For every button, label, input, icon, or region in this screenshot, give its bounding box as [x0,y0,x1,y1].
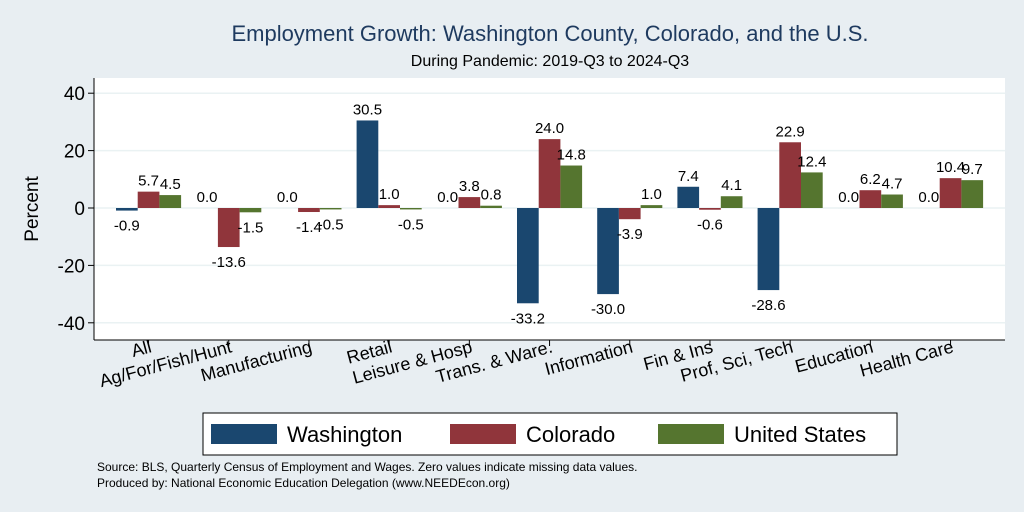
bar-colorado [779,142,801,208]
data-label: 0.0 [918,189,939,206]
data-label: 12.4 [797,153,826,170]
y-tick-label: 0 [74,199,85,220]
bar-colorado [137,191,160,208]
bar-washington [517,208,539,304]
bar-united-states [560,165,583,208]
data-label: -0.5 [318,216,344,233]
bar-united-states [400,208,422,210]
bar-united-states [480,205,502,208]
y-tick-label: 20 [64,142,85,163]
bar-washington [356,120,379,208]
legend-swatch [211,424,277,444]
bar-washington [757,208,780,291]
bar-colorado [378,205,400,208]
bar-united-states [720,196,743,208]
bar-colorado [538,139,561,208]
data-label: 1.0 [379,186,400,203]
data-labels: -0.95.7 4.50.0-13.6-1.50.0-1.4-0.530.51.0… [114,101,983,327]
bar-united-states [239,208,262,213]
y-tick-label: -40 [58,314,85,335]
data-label: 4.7 [882,176,903,193]
data-label: -0.9 [114,218,140,235]
data-label: -28.6 [751,297,785,314]
data-label: 4.1 [721,177,742,194]
data-label: -30.0 [591,301,625,318]
bars [116,120,984,304]
legend-label: United States [734,422,866,447]
bar-united-states [801,172,823,208]
data-label: -33.2 [511,310,545,327]
bar-colorado [618,208,641,220]
bar-colorado [217,208,240,248]
data-label: -0.6 [697,217,723,234]
data-label: -0.5 [398,216,424,233]
legend-label: Washington [287,422,402,447]
y-tick-label: -20 [58,256,85,277]
y-tick-label: 40 [64,84,85,105]
data-label: 30.5 [353,101,382,118]
data-label: -3.9 [617,226,643,243]
bar-washington [597,208,619,295]
data-label: 0.8 [481,187,502,204]
y-axis: -40 -20 0 20 40 [58,78,95,340]
data-label: 24.0 [535,120,564,137]
data-label: -1.5 [238,219,264,236]
data-label: 3.8 [459,178,480,195]
footer-source: Source: BLS, Quarterly Census of Employm… [97,460,637,474]
bar-united-states [961,180,984,208]
data-label: 22.9 [776,123,805,140]
data-label: -1.4 [296,219,322,236]
chart-subtitle: During Pandemic: 2019-Q3 to 2024-Q3 [411,53,689,70]
legend-swatch [658,424,724,444]
bar-colorado [939,178,962,208]
data-label: 0.0 [437,189,458,206]
legend-swatch [450,424,516,444]
bar-united-states [881,194,903,208]
data-label: 10.4 [936,159,965,176]
bar-united-states [319,208,342,210]
data-label: 7.4 [678,168,699,185]
data-label: -13.6 [212,254,246,271]
legend-box [202,412,898,456]
x-tick-label: Information [543,337,635,380]
x-tick-label: Health Care [858,337,956,381]
bar-washington [116,208,138,211]
data-label: 14.8 [557,147,586,164]
bar-washington [677,186,700,208]
bar-colorado [458,197,481,208]
data-label: 9.7 [962,161,983,178]
bar-united-states [159,195,182,208]
data-label: 4.5 [160,176,181,193]
legend-label: Colorado [526,422,615,447]
bar-united-states [640,205,663,208]
y-axis-label: Percent [22,176,43,242]
legend: Washington Colorado United States [202,412,898,456]
data-label: 0.0 [197,189,218,206]
data-label: 1.0 [641,186,662,203]
bar-colorado [699,208,721,210]
footer-produced-by: Produced by: National Economic Education… [97,476,510,490]
bar-colorado [298,208,320,213]
chart-title: Employment Growth: Washington County, Co… [231,21,868,46]
data-label: 0.0 [277,189,298,206]
data-label: 6.2 [860,171,881,188]
bar-colorado [859,190,882,208]
data-label: 5.7 [138,173,159,190]
data-label: 0.0 [838,189,859,206]
